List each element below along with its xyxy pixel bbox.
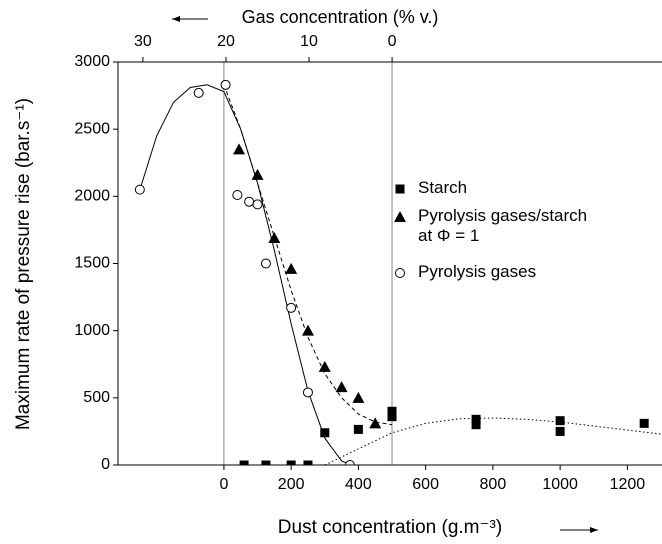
marker-circle xyxy=(302,387,313,398)
x-axis-title: Dust concentration (g.m⁻³) xyxy=(278,517,502,538)
marker-triangle xyxy=(394,211,406,222)
marker-circle xyxy=(134,184,145,195)
marker-square xyxy=(239,460,249,465)
x2-axis-title: Gas concentration (% v.) xyxy=(242,7,439,27)
x-tick-label: 600 xyxy=(412,476,439,493)
x-tick-label: 800 xyxy=(480,476,507,493)
marker-triangle xyxy=(268,231,281,243)
marker-triangle xyxy=(301,324,314,336)
marker-circle xyxy=(286,302,297,313)
y-tick-label: 3000 xyxy=(74,53,110,70)
marker-circle xyxy=(344,460,355,465)
legend-label: Pyrolysis gases xyxy=(418,262,537,281)
marker-square xyxy=(353,424,363,434)
marker-triangle xyxy=(369,417,382,429)
x-tick-label: 400 xyxy=(345,476,372,493)
marker-triangle xyxy=(233,143,246,155)
x-tick-label: 200 xyxy=(278,476,305,493)
marker-square xyxy=(387,406,397,416)
marker-circle xyxy=(244,196,255,207)
x-tick-label: 1200 xyxy=(610,476,646,493)
marker-square xyxy=(471,414,481,424)
marker-triangle xyxy=(352,391,365,403)
marker-circle xyxy=(395,268,405,278)
marker-square xyxy=(286,460,296,465)
legend-item: Pyrolysis gases xyxy=(418,262,537,281)
y-tick-label: 2500 xyxy=(74,120,110,137)
y-axis-title: Maximum rate of pressure rise (bar.s⁻¹) xyxy=(13,98,34,430)
marker-square xyxy=(261,460,271,465)
x-tick-label: 0 xyxy=(219,476,228,493)
marker-square xyxy=(387,412,397,422)
fit-curve xyxy=(324,417,662,465)
marker-square xyxy=(555,426,565,436)
marker-square xyxy=(471,420,481,430)
y-tick-label: 500 xyxy=(83,389,110,406)
marker-square xyxy=(395,184,405,194)
x2-tick-label: 20 xyxy=(217,33,235,50)
arrow-head xyxy=(172,16,180,22)
marker-square xyxy=(639,418,649,428)
marker-square xyxy=(303,460,313,465)
legend-label: Pyrolysis gases/starch at Φ = 1 xyxy=(418,206,588,245)
marker-circle xyxy=(252,199,263,210)
marker-triangle xyxy=(335,381,348,393)
fit-curve xyxy=(139,84,352,465)
x2-tick-label: 0 xyxy=(388,33,397,50)
marker-circle xyxy=(260,258,271,269)
marker-triangle xyxy=(318,360,331,372)
marker-circle xyxy=(220,79,231,90)
y-tick-label: 2000 xyxy=(74,188,110,205)
arrow-head xyxy=(590,527,598,533)
plot-area xyxy=(134,62,662,465)
y-tick-label: 1500 xyxy=(74,255,110,272)
fit-curve xyxy=(223,84,393,426)
marker-circle xyxy=(232,189,243,200)
marker-square xyxy=(555,416,565,426)
x2-tick-label: 30 xyxy=(134,33,152,50)
marker-triangle xyxy=(285,262,298,274)
legend-label: Starch xyxy=(418,178,468,197)
marker-triangle xyxy=(251,168,264,180)
marker-square xyxy=(320,428,330,438)
x-tick-label: 1000 xyxy=(542,476,578,493)
y-tick-label: 1000 xyxy=(74,322,110,339)
legend-item: Pyrolysis gases/starch at Φ = 1 xyxy=(418,206,588,245)
legend-item: Starch xyxy=(418,178,468,197)
x2-tick-label: 10 xyxy=(300,33,318,50)
marker-circle xyxy=(193,87,204,98)
y-tick-label: 0 xyxy=(101,456,110,473)
